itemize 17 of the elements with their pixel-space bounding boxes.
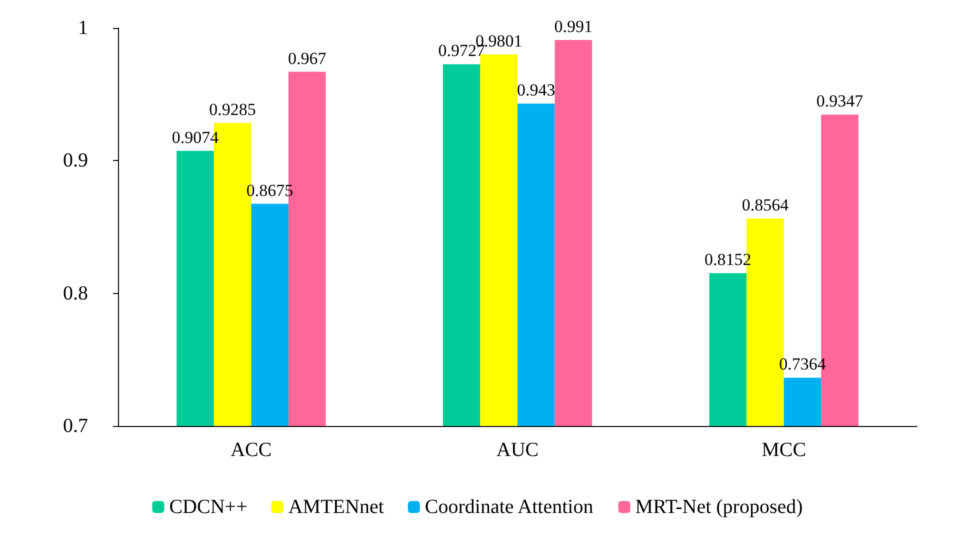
y-tick-label: 0.9 <box>63 150 88 172</box>
y-tick-label: 0.7 <box>63 415 88 437</box>
legend-label: MRT-Net (proposed) <box>635 496 803 518</box>
y-tick-label: 0.8 <box>63 282 88 304</box>
x-tick-label: MCC <box>762 439 806 461</box>
legend-label: Coordinate Attention <box>424 496 594 518</box>
data-label: 0.967 <box>288 48 327 68</box>
x-tick-label: ACC <box>230 439 272 461</box>
legend-label: AMTENnet <box>288 496 384 518</box>
data-label: 0.8564 <box>742 196 790 215</box>
data-label: 0.9347 <box>816 92 864 111</box>
x-tick-label: AUC <box>496 439 539 461</box>
legend-label: CDCN++ <box>169 496 248 518</box>
y-tick-label: 1 <box>78 17 88 39</box>
data-label: 0.943 <box>517 80 556 100</box>
data-label: 0.9285 <box>209 100 256 119</box>
data-label: 0.991 <box>554 16 593 36</box>
